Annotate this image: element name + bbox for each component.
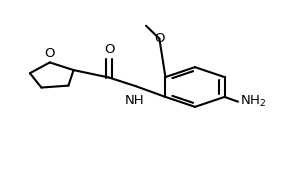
Text: O: O — [44, 47, 55, 60]
Text: O: O — [154, 32, 165, 45]
Text: NH$_2$: NH$_2$ — [240, 94, 267, 109]
Text: O: O — [104, 44, 114, 56]
Text: NH: NH — [125, 94, 145, 107]
